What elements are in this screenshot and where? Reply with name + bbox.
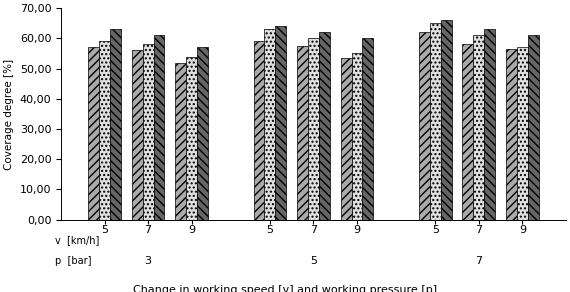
Bar — [528, 35, 539, 220]
Bar — [462, 44, 473, 220]
Bar — [132, 51, 142, 220]
Bar — [441, 20, 451, 220]
Bar — [186, 57, 197, 220]
Bar — [473, 35, 484, 220]
Bar — [88, 48, 99, 220]
Bar — [484, 29, 495, 220]
Bar — [363, 38, 373, 220]
Bar — [153, 35, 164, 220]
Bar — [275, 26, 286, 220]
Bar — [341, 58, 352, 220]
Bar — [254, 41, 264, 220]
Bar — [308, 38, 319, 220]
Text: Change in working speed [v] and working pressure [p]: Change in working speed [v] and working … — [133, 285, 437, 292]
Bar — [142, 44, 153, 220]
Bar — [517, 48, 528, 220]
Bar — [506, 49, 517, 220]
Text: p  [bar]: p [bar] — [55, 256, 92, 266]
Bar — [297, 46, 308, 220]
Y-axis label: Coverage degree [%]: Coverage degree [%] — [4, 58, 14, 169]
Text: 3: 3 — [145, 256, 152, 266]
Bar — [110, 29, 121, 220]
Bar — [430, 23, 441, 220]
Text: v  [km/h]: v [km/h] — [55, 235, 100, 245]
Bar — [176, 62, 186, 220]
Text: 7: 7 — [475, 256, 482, 266]
Bar — [264, 29, 275, 220]
Bar — [99, 41, 110, 220]
Bar — [319, 32, 330, 220]
Bar — [197, 48, 208, 220]
Text: 5: 5 — [310, 256, 317, 266]
Bar — [352, 53, 363, 220]
Bar — [419, 32, 430, 220]
